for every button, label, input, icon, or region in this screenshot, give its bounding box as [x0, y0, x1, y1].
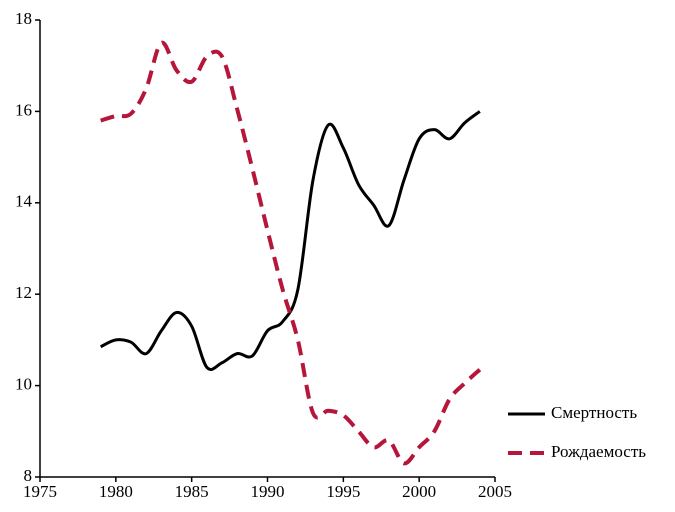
y-tick-label: 18: [15, 9, 32, 28]
x-tick-label: 1990: [251, 482, 285, 501]
series-line: [100, 40, 482, 466]
x-tick-label: 1975: [23, 482, 57, 501]
y-tick-label: 10: [15, 375, 32, 394]
legend-label: Смертность: [551, 403, 637, 422]
x-tick-label: 1995: [326, 482, 360, 501]
x-tick-label: 2005: [478, 482, 512, 501]
x-tick-label: 1985: [175, 482, 209, 501]
x-tick-label: 2000: [402, 482, 436, 501]
series-line: [99, 110, 481, 371]
y-tick-label: 14: [15, 192, 33, 211]
y-tick-label: 8: [24, 466, 33, 485]
y-tick-label: 16: [15, 100, 32, 119]
legend-label: Рождаемость: [551, 442, 646, 461]
y-tick-label: 12: [15, 283, 32, 302]
x-tick-label: 1980: [99, 482, 133, 501]
